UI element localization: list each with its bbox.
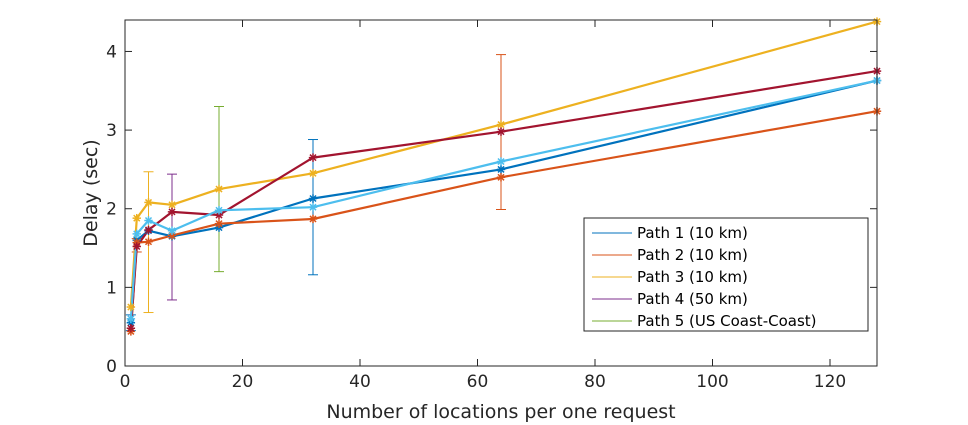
data-point-marker — [167, 226, 177, 235]
data-point-marker — [167, 200, 177, 209]
legend-label: Path 5 (US Coast-Coast) — [637, 312, 817, 330]
data-point-marker — [126, 314, 136, 324]
legend-label: Path 1 (10 km) — [637, 224, 748, 242]
y-tick-label: 4 — [106, 42, 117, 62]
legend: Path 1 (10 km) Path 2 (10 km) Path 3 (10 k… — [583, 217, 869, 332]
data-point-marker — [144, 237, 153, 246]
x-tick-label: 0 — [120, 372, 131, 392]
data-point-marker — [496, 127, 506, 136]
x-tick-label: 100 — [696, 372, 728, 392]
x-axis-ticks: 0 20 40 60 80 100 120 — [120, 20, 846, 392]
x-tick-label: 80 — [584, 372, 606, 392]
data-point-marker — [308, 214, 318, 224]
legend-label: Path 3 (10 km) — [637, 268, 748, 286]
data-point-marker — [144, 225, 153, 235]
legend-label: Path 4 (50 km) — [637, 290, 748, 308]
y-tick-label: 2 — [106, 200, 117, 220]
data-point-marker — [144, 198, 153, 207]
x-tick-label: 20 — [232, 372, 254, 392]
data-point-marker — [214, 219, 224, 228]
data-point-marker — [126, 324, 136, 333]
y-tick-label: 0 — [106, 357, 117, 377]
data-point-marker — [308, 169, 318, 178]
data-point-marker — [214, 184, 224, 194]
legend-box — [583, 217, 869, 332]
x-tick-label: 60 — [467, 372, 489, 392]
plot-frame — [124, 19, 878, 367]
y-axis-title: Delay (sec) — [80, 139, 102, 246]
data-point-marker — [496, 165, 506, 174]
data-point-marker — [214, 206, 224, 215]
x-axis-title: Number of locations per one request — [326, 401, 675, 423]
data-point-marker — [496, 157, 506, 166]
data-point-marker — [132, 213, 141, 223]
data-point-marker — [308, 153, 318, 162]
y-axis-ticks: 0 1 2 3 4 — [106, 42, 877, 377]
data-point-marker — [167, 207, 177, 217]
data-point-marker — [308, 202, 318, 212]
x-tick-label: 40 — [349, 372, 371, 392]
data-point-marker — [132, 229, 141, 239]
x-tick-label: 120 — [814, 372, 846, 392]
data-point-marker — [308, 194, 318, 203]
y-tick-label: 1 — [106, 278, 117, 298]
data-point-marker — [144, 216, 153, 225]
legend-label: Path 2 (10 km) — [637, 246, 748, 264]
data-point-marker — [126, 302, 136, 312]
data-point-marker — [496, 120, 506, 129]
data-point-marker — [496, 173, 506, 182]
y-tick-label: 3 — [106, 121, 117, 141]
data-point-marker — [132, 242, 141, 251]
